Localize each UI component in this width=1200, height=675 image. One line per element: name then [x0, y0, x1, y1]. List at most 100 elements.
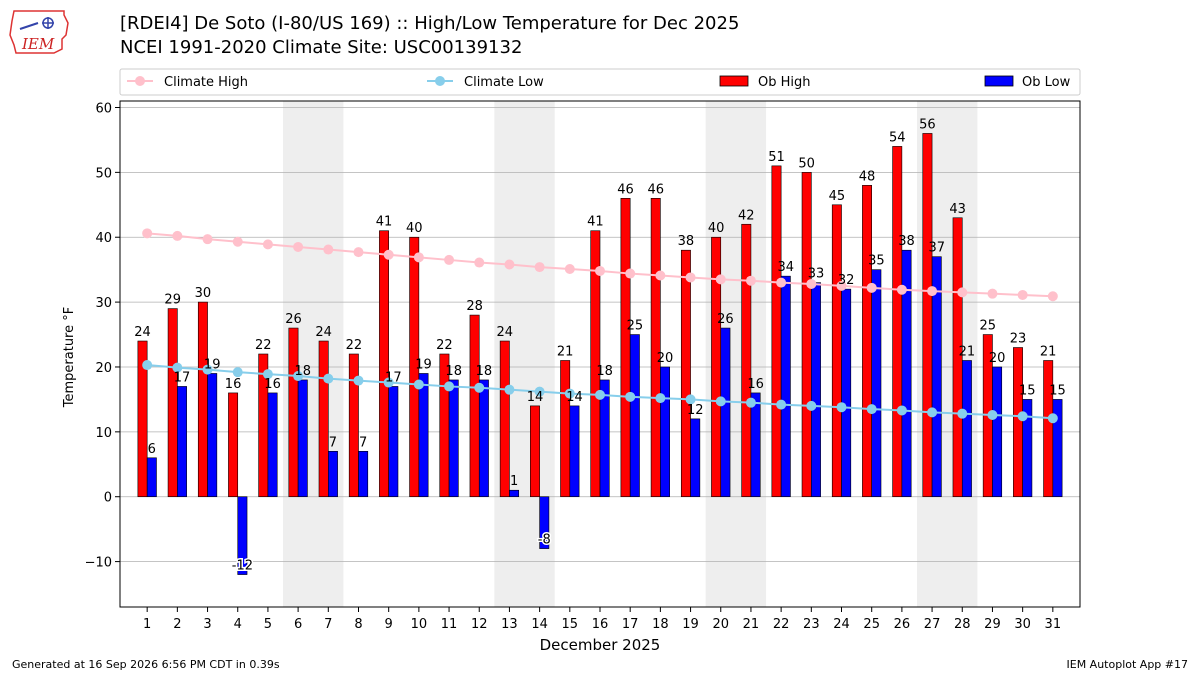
y-tick-label: −10	[85, 556, 112, 571]
ob-low-bar	[871, 269, 882, 498]
ob-low-label: 6	[148, 442, 156, 457]
ob-low-bar	[720, 327, 731, 498]
climate-high-point	[413, 252, 424, 263]
climate-high-point	[806, 278, 817, 289]
y-tick-label: 10	[95, 426, 112, 441]
x-tick-label: 21	[743, 617, 760, 632]
ob-low-bar	[539, 496, 550, 549]
ob-low-bar	[478, 379, 489, 498]
climate-low-point	[232, 367, 243, 378]
ob-high-bar	[197, 301, 208, 498]
climate-high-point	[564, 264, 575, 275]
ob-high-label: 14	[527, 390, 544, 405]
ob-low-label: 25	[627, 319, 644, 334]
x-tick-label: 9	[385, 617, 393, 632]
bars	[137, 133, 1063, 575]
ob-high-label: 43	[949, 202, 966, 217]
legend-swatch-ob-high	[719, 75, 749, 87]
ob-low-label: 32	[838, 273, 855, 288]
x-tick-label: 19	[682, 617, 699, 632]
climate-low-point	[866, 404, 877, 415]
app-label: IEM Autoplot App #17	[1066, 658, 1189, 671]
ob-high-label: 21	[1040, 344, 1057, 359]
x-axis-label: December 2025	[540, 636, 661, 654]
x-tick-label: 16	[592, 617, 609, 632]
ob-low-label: 18	[445, 364, 462, 379]
climate-low-point	[1047, 413, 1058, 424]
x-tick-label: 17	[622, 617, 639, 632]
ob-low-bar	[811, 282, 821, 498]
ob-high-bar	[741, 223, 752, 498]
climate-high-point	[232, 236, 243, 247]
climate-low-point	[987, 409, 998, 420]
climate-high-point	[776, 277, 787, 288]
climate-low-point	[927, 407, 938, 418]
ob-high-label: 24	[497, 325, 514, 340]
ob-low-bar	[629, 334, 640, 498]
ob-high-bar	[771, 165, 782, 498]
ob-high-label: 22	[346, 338, 363, 353]
ob-high-label: 41	[587, 215, 604, 230]
climate-high-point	[353, 247, 364, 258]
climate-low-point	[776, 399, 787, 410]
x-tick-label: 5	[264, 617, 272, 632]
climate-low-point	[806, 400, 817, 411]
legend-label-ob-high: Ob High	[758, 75, 811, 90]
ob-high-label: 26	[285, 312, 302, 327]
ob-low-label: 20	[989, 351, 1006, 366]
x-tick-label: 27	[924, 617, 941, 632]
ob-low-bar	[690, 418, 701, 498]
ob-low-bar	[901, 249, 912, 498]
legend-item-climate-low: Climate Low	[427, 75, 544, 90]
ob-low-bar	[509, 489, 520, 498]
ob-high-label: 48	[859, 169, 876, 184]
ob-high-label: 51	[768, 150, 785, 165]
climate-low-point	[836, 402, 847, 413]
climate-low-point	[655, 393, 666, 404]
y-axis-label: Temperature °F	[62, 307, 77, 408]
ob-low-bar	[418, 373, 429, 498]
ob-low-label: 21	[959, 344, 976, 359]
climate-high-point	[202, 234, 213, 245]
ob-low-label: 33	[808, 267, 825, 282]
climate-low-point	[504, 384, 515, 395]
ob-high-label: 40	[406, 221, 423, 236]
ob-low-label: 38	[898, 234, 915, 249]
ob-high-bar	[922, 133, 933, 498]
climate-high-point	[896, 284, 907, 295]
x-tick-label: 24	[833, 617, 850, 632]
climate-low-point	[383, 377, 394, 388]
ob-low-label: 7	[329, 435, 337, 450]
ob-low-bar	[267, 392, 278, 498]
y-tick-label: 20	[95, 361, 112, 376]
ob-high-bar	[590, 230, 601, 498]
ob-low-label: 12	[687, 403, 704, 418]
ob-low-label: 15	[1049, 383, 1066, 398]
ob-low-bar	[146, 457, 157, 498]
x-tick-label: 10	[411, 617, 428, 632]
ob-low-label: 17	[385, 370, 402, 385]
climate-high-point	[1017, 289, 1028, 300]
ob-high-bar	[1013, 347, 1023, 498]
ob-low-bar	[207, 373, 218, 498]
ob-high-label: 45	[829, 189, 846, 204]
climate-high-point	[685, 272, 696, 283]
ob-high-bar	[952, 217, 963, 498]
x-tick-label: 15	[562, 617, 579, 632]
ob-high-label: 41	[376, 215, 393, 230]
ob-high-label: 22	[436, 338, 453, 353]
ob-high-bar	[831, 204, 842, 498]
ob-low-label: 7	[359, 435, 367, 450]
ob-high-bar	[348, 353, 359, 498]
climate-low-point	[172, 362, 183, 373]
legend-swatch-ob-low	[984, 75, 1014, 87]
ob-low-label: 16	[264, 377, 281, 392]
climate-low-point	[444, 381, 455, 392]
iem-logo: IEM	[8, 5, 72, 57]
climate-high-point	[625, 268, 636, 279]
climate-low-point	[413, 379, 424, 390]
legend-marker-climate-high	[135, 76, 145, 86]
ob-high-label: 22	[255, 338, 272, 353]
